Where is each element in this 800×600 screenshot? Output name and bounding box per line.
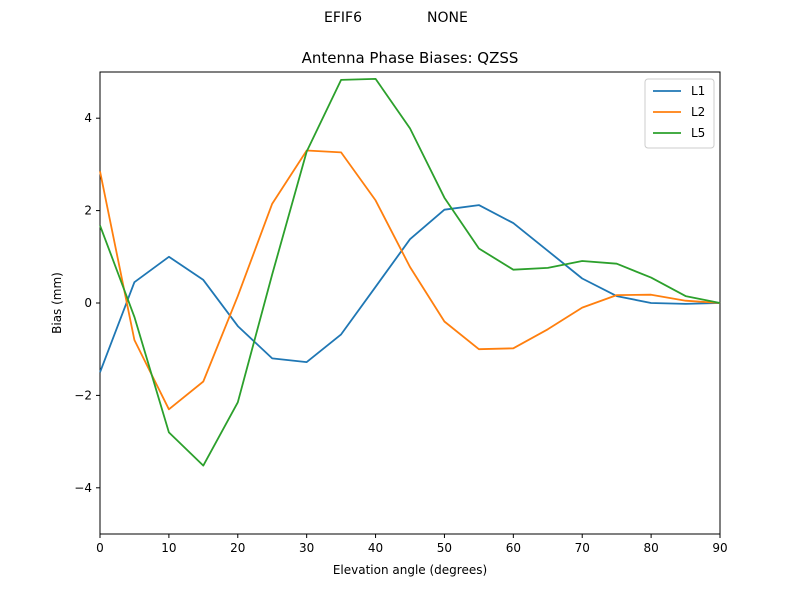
x-tick-label: 0 — [96, 541, 104, 555]
x-tick-label: 10 — [161, 541, 176, 555]
y-tick-label: −2 — [74, 388, 92, 402]
series-line-l1 — [99, 204, 721, 373]
x-tick-label: 30 — [299, 541, 314, 555]
legend-label-l2: L2 — [691, 105, 705, 119]
x-tick-label: 20 — [230, 541, 245, 555]
series-lines — [99, 78, 721, 467]
x-tick-label: 80 — [643, 541, 658, 555]
plot-area-frame — [99, 71, 721, 535]
y-tick-label: 4 — [84, 111, 92, 125]
y-tick-label: 2 — [84, 204, 92, 218]
series-line-l5 — [99, 78, 721, 467]
x-tick-label: 70 — [575, 541, 590, 555]
x-axis: 0 10 20 30 40 50 60 70 80 90 — [96, 534, 728, 555]
x-tick-label: 50 — [437, 541, 452, 555]
y-axis-label: Bias (mm) — [50, 272, 64, 334]
x-tick-label: 90 — [712, 541, 727, 555]
x-tick-label: 60 — [506, 541, 521, 555]
legend-label-l1: L1 — [691, 84, 705, 98]
legend-label-l5: L5 — [691, 126, 705, 140]
header-right-text: NONE — [427, 10, 468, 26]
chart-title: Antenna Phase Biases: QZSS — [302, 49, 519, 67]
y-tick-label: −4 — [74, 481, 92, 495]
x-axis-label: Elevation angle (degrees) — [333, 563, 487, 577]
series-line-l2 — [99, 149, 721, 411]
legend-box — [644, 78, 715, 149]
y-axis: −4 −2 0 2 4 — [74, 111, 100, 495]
legend: L1 L2 L5 — [644, 78, 715, 149]
x-tick-label: 40 — [368, 541, 383, 555]
y-tick-label: 0 — [84, 296, 92, 310]
header-left-text: EFIF6 — [324, 10, 362, 26]
